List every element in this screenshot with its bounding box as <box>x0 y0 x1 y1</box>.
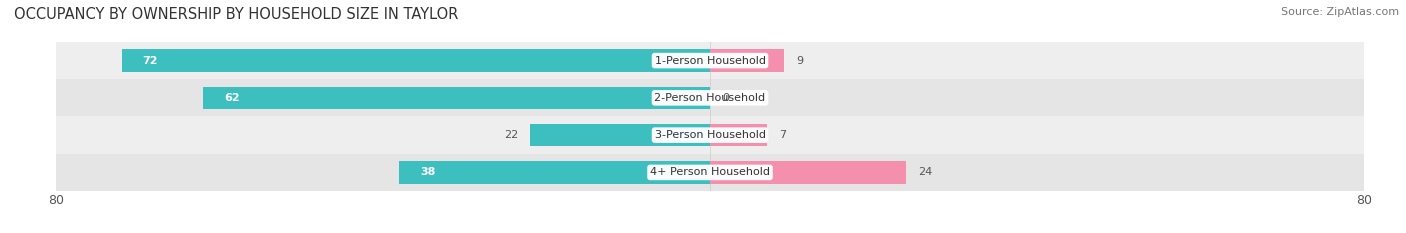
Bar <box>710 49 783 72</box>
Text: 62: 62 <box>224 93 239 103</box>
Bar <box>56 154 1364 191</box>
Text: 2-Person Household: 2-Person Household <box>654 93 766 103</box>
Text: 38: 38 <box>420 168 436 177</box>
Bar <box>56 42 1364 79</box>
Bar <box>710 124 768 146</box>
Bar <box>530 124 710 146</box>
Bar <box>56 79 1364 116</box>
Text: 3-Person Household: 3-Person Household <box>655 130 765 140</box>
Bar <box>204 87 710 109</box>
Text: OCCUPANCY BY OWNERSHIP BY HOUSEHOLD SIZE IN TAYLOR: OCCUPANCY BY OWNERSHIP BY HOUSEHOLD SIZE… <box>14 7 458 22</box>
Text: 7: 7 <box>779 130 786 140</box>
Bar <box>121 49 710 72</box>
Text: 24: 24 <box>918 168 932 177</box>
Text: 0: 0 <box>723 93 730 103</box>
Text: 4+ Person Household: 4+ Person Household <box>650 168 770 177</box>
Bar <box>56 116 1364 154</box>
Bar <box>710 161 905 184</box>
Text: Source: ZipAtlas.com: Source: ZipAtlas.com <box>1281 7 1399 17</box>
Text: 9: 9 <box>796 56 803 65</box>
Text: 22: 22 <box>503 130 517 140</box>
Text: 1-Person Household: 1-Person Household <box>655 56 765 65</box>
Text: 72: 72 <box>142 56 157 65</box>
Bar <box>399 161 710 184</box>
